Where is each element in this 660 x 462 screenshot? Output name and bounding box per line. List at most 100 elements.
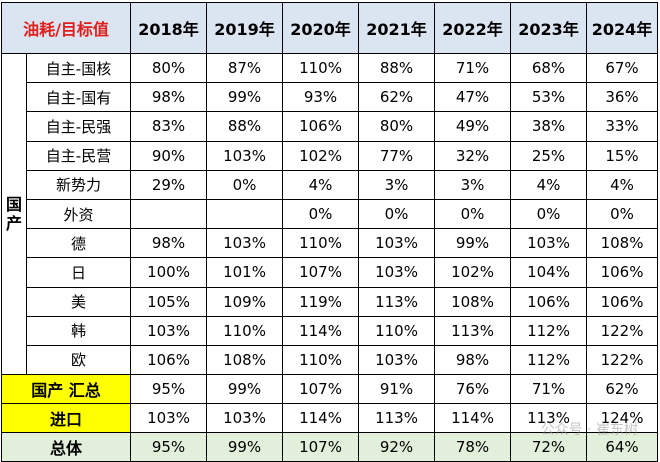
row-label: 自主-民强 <box>25 111 132 142</box>
value-cell: 103% <box>130 315 208 346</box>
value-cell: 29% <box>130 169 208 200</box>
summary-row: 进口 103% 103% 114% 113% 114% 113% 124% <box>0 403 659 434</box>
value-cell: 113% <box>510 403 588 434</box>
value-cell <box>130 198 208 230</box>
value-cell: 98% <box>130 228 208 259</box>
row-label: 欧 <box>25 344 132 376</box>
value-cell: 88% <box>358 52 436 84</box>
value-cell: 0% <box>434 198 512 230</box>
value-cell: 0% <box>358 198 436 230</box>
value-cell: 67% <box>586 52 659 84</box>
value-cell: 110% <box>206 315 284 346</box>
value-cell: 91% <box>358 374 436 405</box>
value-cell: 36% <box>586 82 659 113</box>
year-header: 2021年 <box>358 2 436 54</box>
value-cell: 87% <box>206 52 284 84</box>
value-cell: 25% <box>510 140 588 171</box>
watermark: 公众号 · 崔东树 <box>540 422 638 438</box>
value-cell: 62% <box>358 82 436 113</box>
value-cell: 102% <box>282 140 360 171</box>
value-cell: 71% <box>510 374 588 405</box>
value-cell: 80% <box>358 111 436 142</box>
value-cell: 90% <box>130 140 208 171</box>
value-cell: 113% <box>358 403 436 434</box>
value-cell: 92% <box>358 432 436 462</box>
value-cell: 88% <box>206 111 284 142</box>
value-cell: 108% <box>206 344 284 376</box>
table-row: 韩 103% 110% 114% 110% 113% 112% 122% <box>2 315 659 346</box>
value-cell: 32% <box>434 140 512 171</box>
value-cell: 114% <box>282 315 360 346</box>
value-cell: 49% <box>434 111 512 142</box>
value-cell: 95% <box>130 432 208 462</box>
value-cell: 83% <box>130 111 208 142</box>
value-cell: 98% <box>434 344 512 376</box>
value-cell: 0% <box>510 198 588 230</box>
value-cell: 77% <box>358 140 436 171</box>
value-cell: 119% <box>282 286 360 317</box>
value-cell: 53% <box>510 82 588 113</box>
year-header: 2024年 <box>586 2 659 54</box>
value-cell: 122% <box>586 344 659 376</box>
row-label: 日 <box>25 257 132 288</box>
year-header: 2022年 <box>434 2 512 54</box>
value-cell: 101% <box>206 257 284 288</box>
value-cell: 103% <box>206 228 284 259</box>
table-row: 德 98% 103% 110% 103% 99% 103% 108% <box>2 228 659 259</box>
value-cell: 108% <box>434 286 512 317</box>
value-cell: 3% <box>358 169 436 200</box>
value-cell: 113% <box>434 315 512 346</box>
value-cell: 4% <box>510 169 588 200</box>
table-row: 日 100% 101% 107% 103% 102% 104% 106% <box>2 257 659 288</box>
value-cell: 102% <box>434 257 512 288</box>
value-cell: 0% <box>206 169 284 200</box>
table-row: 国产 自主-国核 80% 87% 110% 88% 71% 68% 67% <box>1 52 659 376</box>
value-cell: 38% <box>510 111 588 142</box>
value-cell: 78% <box>434 432 512 462</box>
value-cell: 98% <box>130 82 208 113</box>
total-label: 总体 <box>0 432 132 462</box>
summary-row: 国产 汇总 95% 99% 107% 91% 76% 71% 62% <box>0 374 659 405</box>
value-cell: 104% <box>510 257 588 288</box>
value-cell: 110% <box>282 228 360 259</box>
value-cell: 105% <box>130 286 208 317</box>
value-cell: 4% <box>282 169 360 200</box>
value-cell: 110% <box>282 344 360 376</box>
value-cell: 112% <box>510 315 588 346</box>
value-cell: 114% <box>282 403 360 434</box>
table-row: 美 105% 109% 119% 113% 108% 106% 106% <box>2 286 659 317</box>
value-cell: 113% <box>358 286 436 317</box>
value-cell: 93% <box>282 82 360 113</box>
summary-label: 国产 汇总 <box>0 374 132 405</box>
value-cell: 103% <box>206 140 284 171</box>
value-cell: 15% <box>586 140 659 171</box>
row-label: 韩 <box>25 315 132 346</box>
row-label: 自主-国有 <box>25 82 132 113</box>
value-cell: 107% <box>282 374 360 405</box>
value-cell: 99% <box>206 82 284 113</box>
row-label: 自主-国核 <box>25 52 132 84</box>
year-header: 2020年 <box>282 2 360 54</box>
row-label: 美 <box>25 286 132 317</box>
value-cell: 95% <box>130 374 208 405</box>
row-label: 外资 <box>25 198 132 230</box>
value-cell: 106% <box>282 111 360 142</box>
value-cell: 76% <box>434 374 512 405</box>
value-cell: 103% <box>358 257 436 288</box>
group-label: 国产 <box>1 52 27 376</box>
table-row: 外资 0% 0% 0% 0% 0% <box>2 198 659 230</box>
value-cell: 3% <box>434 169 512 200</box>
value-cell: 99% <box>206 374 284 405</box>
value-cell: 112% <box>510 344 588 376</box>
value-cell: 103% <box>358 344 436 376</box>
value-cell: 103% <box>206 403 284 434</box>
year-header: 2023年 <box>510 2 588 54</box>
header-row: 油耗/目标值 2018年 2019年 2020年 2021年 2022年 202… <box>0 2 659 54</box>
table-row: 自主-民强 83% 88% 106% 80% 49% 38% 33% <box>2 111 659 142</box>
table-row: 新势力 29% 0% 4% 3% 3% 4% 4% <box>2 169 659 200</box>
value-cell: 99% <box>206 432 284 462</box>
value-cell: 107% <box>282 432 360 462</box>
value-cell: 0% <box>586 198 659 230</box>
table-row: 欧 106% 108% 110% 103% 98% 112% 122% <box>2 344 659 376</box>
